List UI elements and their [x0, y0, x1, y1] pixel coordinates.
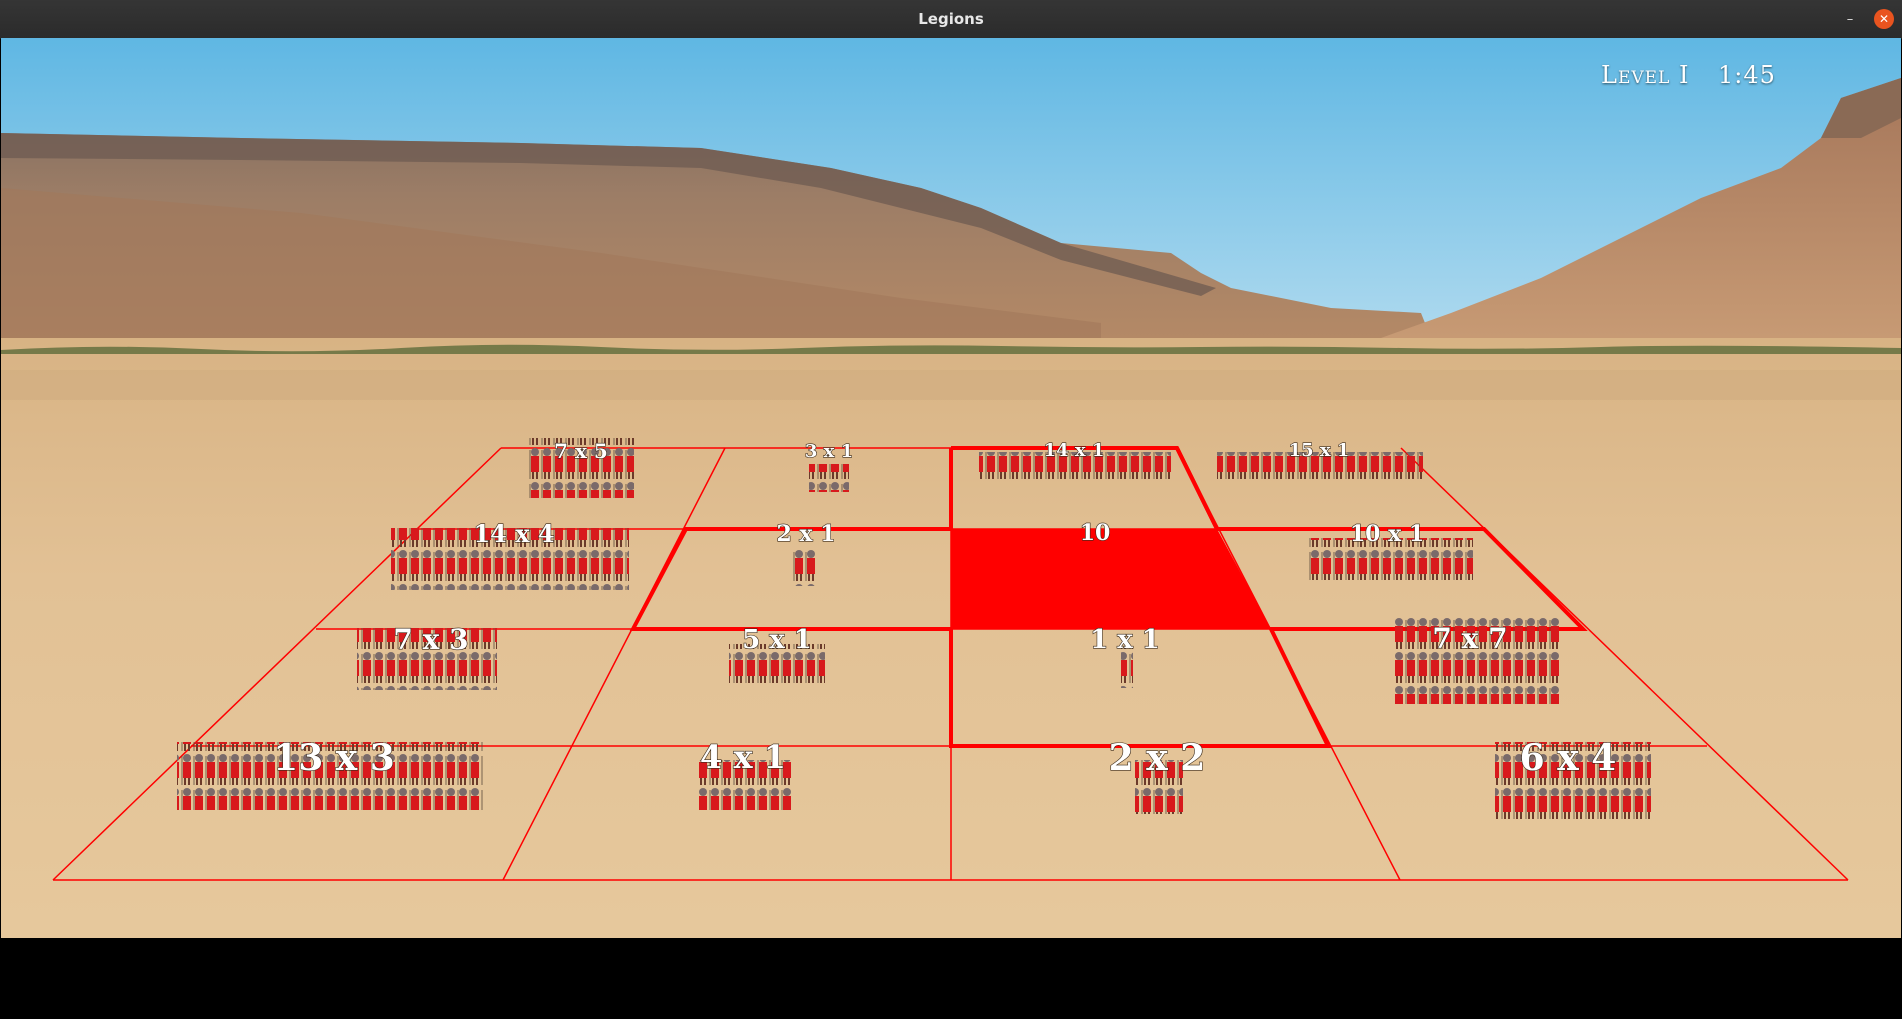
formation-7x3[interactable]	[357, 628, 497, 690]
formation-4x1[interactable]	[699, 760, 791, 810]
formation-label: 7 x 7	[1432, 622, 1507, 655]
formation-10x1[interactable]	[1307, 538, 1473, 580]
formation-3x1[interactable]	[809, 464, 849, 492]
formation-2x2[interactable]	[1135, 760, 1183, 814]
formation-label: 15 x 1	[1289, 440, 1350, 461]
formation-label: 6 x 4	[1520, 737, 1617, 779]
formation-label: 2 x 1	[776, 521, 835, 547]
formation-7x5[interactable]	[528, 438, 634, 498]
formation-label: 4 x 1	[700, 738, 786, 776]
bottom-letterbox	[0, 938, 1902, 1019]
formation-label: 7 x 5	[554, 439, 608, 463]
formation-label: 2 x 2	[1109, 737, 1206, 779]
formation-13x3[interactable]	[177, 742, 483, 810]
formation-label: 7 x 3	[393, 623, 468, 656]
formation-label: 1 x 1	[1090, 625, 1160, 655]
minimize-icon[interactable]: –	[1846, 11, 1854, 27]
formation-label: 13 x 3	[273, 737, 395, 779]
formation-15x1[interactable]	[1217, 452, 1423, 482]
selected-cell[interactable]	[951, 529, 1271, 629]
formation-label: 3 x 1	[805, 441, 853, 462]
formation-labels: 7 x 5 3 x 1 14 x 1 15 x 1 14 x 4 2 x 1 1…	[273, 438, 1617, 779]
formation-2x1[interactable]	[791, 550, 817, 586]
level-indicator: Level I	[1601, 61, 1690, 89]
formation-14x1[interactable]	[979, 452, 1171, 482]
formation-label: 14 x 1	[1044, 440, 1105, 461]
desert-scene: 7 x 5 3 x 1 14 x 1 15 x 1 14 x 4 2 x 1 1…	[1, 38, 1901, 938]
countdown-timer: 1:45	[1718, 61, 1776, 89]
troop-formations	[177, 438, 1651, 822]
formation-label: 5 x 1	[742, 625, 812, 655]
game-viewport[interactable]: 7 x 5 3 x 1 14 x 1 15 x 1 14 x 4 2 x 1 1…	[1, 38, 1901, 938]
selected-cell-value: 10	[1080, 520, 1111, 546]
formation-1x1[interactable]	[1121, 648, 1133, 688]
formation-7x7[interactable]	[1395, 618, 1559, 704]
window-title: Legions	[918, 10, 984, 28]
formation-6x4[interactable]	[1495, 742, 1651, 822]
formation-label: 10 x 1	[1350, 521, 1424, 547]
close-icon[interactable]: ✕	[1874, 9, 1894, 29]
formation-label: 14 x 4	[473, 519, 554, 548]
window-titlebar: Legions – ✕	[0, 0, 1902, 39]
formation-5x1[interactable]	[729, 644, 825, 686]
formation-14x4[interactable]	[391, 528, 629, 590]
